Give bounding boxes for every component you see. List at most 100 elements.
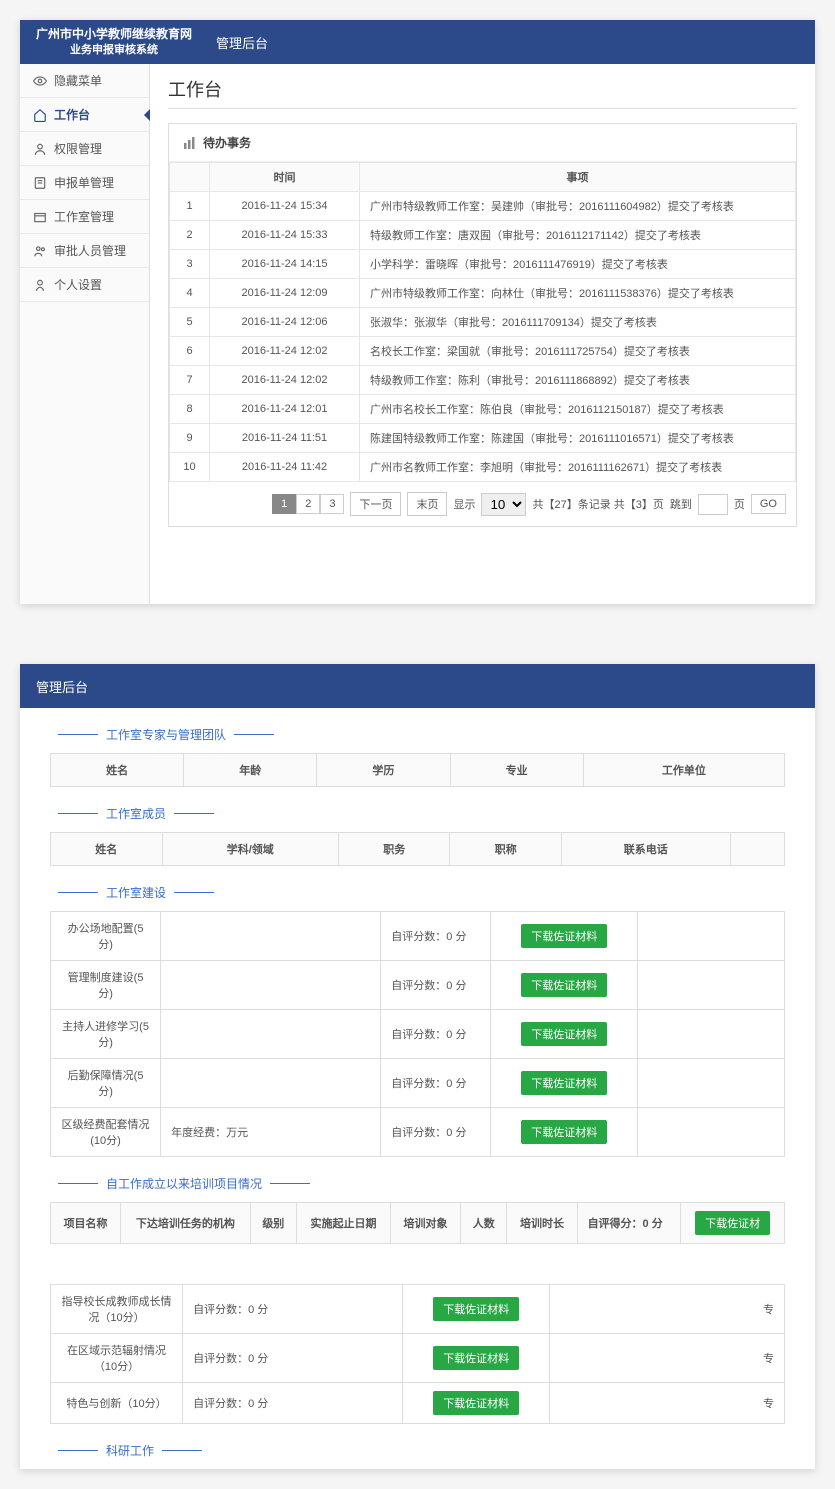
admin-panel-2: 管理后台 工作室专家与管理团队 姓名年龄学历专业工作单位 工作室成员 姓名学科/…: [20, 664, 815, 1469]
col-header: 下达培训任务的机构: [121, 1203, 250, 1244]
panel2-header-title: 管理后台: [36, 677, 88, 696]
build-btn-cell: 下载佐证材料: [491, 1010, 638, 1059]
pager-jump-label: 跳到: [670, 496, 692, 512]
build-extra: [161, 912, 381, 961]
build-name: 区级经费配套情况(10分): [51, 1108, 161, 1157]
download-evidence-button[interactable]: 下载佐证材料: [433, 1391, 519, 1415]
admin-panel-1: 广州市中小学教师继续教育网 业务申报审核系统 管理后台 隐藏菜单工作台权限管理申…: [20, 20, 815, 604]
build-empty: [638, 1108, 785, 1157]
download-evidence-button[interactable]: 下载佐证材料: [521, 973, 607, 997]
sidebar-item-3[interactable]: 申报单管理: [20, 166, 149, 200]
sidebar-item-5[interactable]: 审批人员管理: [20, 234, 149, 268]
col-header: 学历: [317, 754, 450, 787]
build-name: 主持人进修学习(5分): [51, 1010, 161, 1059]
row-item[interactable]: 广州市特级教师工作室：向林仕（审批号：2016111538376）提交了考核表: [360, 279, 796, 308]
brand-line2: 业务申报审核系统: [36, 43, 192, 57]
row-item[interactable]: 张淑华：张淑华（审批号：2016111709134）提交了考核表: [360, 308, 796, 337]
brand-line1: 广州市中小学教师继续教育网: [36, 27, 192, 43]
col-header: 姓名: [51, 754, 184, 787]
row-item[interactable]: 小学科学：雷晓晖（审批号：2016111476919）提交了考核表: [360, 250, 796, 279]
col-header: 职称: [450, 833, 562, 866]
build-table: 办公场地配置(5分)自评分数：0 分下载佐证材料管理制度建设(5分)自评分数：0…: [50, 911, 785, 1157]
sidebar-item-label: 个人设置: [54, 276, 102, 293]
sidebar-item-0[interactable]: 隐藏菜单: [20, 64, 149, 98]
effect-tail: 专: [550, 1383, 785, 1424]
pager-go[interactable]: GO: [751, 494, 786, 514]
col-index: [170, 163, 210, 192]
effect-name: 在区域示范辐射情况（10分）: [51, 1334, 183, 1383]
members-table: 姓名学科/领域职务职称联系电话: [50, 832, 785, 866]
pager-last[interactable]: 末页: [407, 492, 447, 516]
download-evidence-button[interactable]: 下载佐证材料: [521, 1071, 607, 1095]
row-time: 2016-11-24 12:01: [210, 395, 360, 424]
row-index: 4: [170, 279, 210, 308]
download-evidence-button[interactable]: 下载佐证材: [695, 1211, 770, 1235]
eye-icon: [32, 73, 48, 89]
row-item[interactable]: 特级教师工作室：唐双囿（审批号：2016112171142）提交了考核表: [360, 221, 796, 250]
pager-page-1[interactable]: 1: [272, 494, 296, 514]
table-row: 42016-11-24 12:09广州市特级教师工作室：向林仕（审批号：2016…: [170, 279, 796, 308]
pager-pagesize[interactable]: 10: [481, 493, 526, 516]
row-index: 8: [170, 395, 210, 424]
build-btn-cell: 下载佐证材料: [491, 1108, 638, 1157]
sidebar-item-label: 隐藏菜单: [54, 72, 102, 89]
build-score: 自评分数：0 分: [381, 961, 491, 1010]
row-item[interactable]: 广州市特级教师工作室：吴建帅（审批号：2016111604982）提交了考核表: [360, 192, 796, 221]
pager-summary: 共【27】条记录 共【3】页: [532, 496, 663, 512]
team-table: 姓名年龄学历专业工作单位: [50, 753, 785, 787]
col-time: 时间: [210, 163, 360, 192]
col-header: 项目名称: [51, 1203, 121, 1244]
build-name: 后勤保障情况(5分): [51, 1059, 161, 1108]
table-row: 12016-11-24 15:34广州市特级教师工作室：吴建帅（审批号：2016…: [170, 192, 796, 221]
row-time: 2016-11-24 15:34: [210, 192, 360, 221]
table-row: 后勤保障情况(5分)自评分数：0 分下载佐证材料: [51, 1059, 785, 1108]
section-build-title: 工作室建设: [50, 866, 785, 911]
build-btn-cell: 下载佐证材料: [491, 912, 638, 961]
section-team-title: 工作室专家与管理团队: [50, 708, 785, 753]
pager-page-3[interactable]: 3: [320, 494, 344, 514]
build-btn-cell: 下载佐证材料: [491, 1059, 638, 1108]
download-evidence-button[interactable]: 下载佐证材料: [521, 1120, 607, 1144]
download-evidence-button[interactable]: 下载佐证材料: [521, 1022, 607, 1046]
main-content: 工作台 待办事务 时间 事项 12016: [150, 64, 815, 604]
row-time: 2016-11-24 11:51: [210, 424, 360, 453]
build-extra: 年度经费：万元: [161, 1108, 381, 1157]
row-item[interactable]: 名校长工作室：梁国就（审批号：2016111725754）提交了考核表: [360, 337, 796, 366]
pager-next[interactable]: 下一页: [350, 492, 401, 516]
build-btn-cell: 下载佐证材料: [491, 961, 638, 1010]
tasks-card-header: 待办事务: [169, 124, 796, 162]
table-row: 102016-11-24 11:42广州市名教师工作室：李旭明（审批号：2016…: [170, 453, 796, 482]
table-row: 82016-11-24 12:01广州市名校长工作室：陈伯良（审批号：20161…: [170, 395, 796, 424]
pager-jump-input[interactable]: [698, 494, 728, 515]
row-item[interactable]: 陈建国特级教师工作室：陈建国（审批号：2016111016571）提交了考核表: [360, 424, 796, 453]
sidebar-item-1[interactable]: 工作台: [20, 98, 149, 132]
tasks-table: 时间 事项 12016-11-24 15:34广州市特级教师工作室：吴建帅（审批…: [169, 162, 796, 482]
home-icon: [32, 107, 48, 123]
download-evidence-button[interactable]: 下载佐证材料: [521, 924, 607, 948]
row-time: 2016-11-24 12:02: [210, 337, 360, 366]
section-members-title: 工作室成员: [50, 787, 785, 832]
table-row: 管理制度建设(5分)自评分数：0 分下载佐证材料: [51, 961, 785, 1010]
sidebar-item-6[interactable]: 个人设置: [20, 268, 149, 302]
row-index: 2: [170, 221, 210, 250]
row-index: 7: [170, 366, 210, 395]
pager-page-2[interactable]: 2: [296, 494, 320, 514]
row-item[interactable]: 特级教师工作室：陈利（审批号：2016111868892）提交了考核表: [360, 366, 796, 395]
sidebar-item-2[interactable]: 权限管理: [20, 132, 149, 166]
row-index: 3: [170, 250, 210, 279]
download-evidence-button[interactable]: 下载佐证材料: [433, 1346, 519, 1370]
build-score: 自评分数：0 分: [381, 1010, 491, 1059]
pager-show-label: 显示: [453, 496, 475, 512]
row-index: 10: [170, 453, 210, 482]
row-index: 1: [170, 192, 210, 221]
download-evidence-button[interactable]: 下载佐证材料: [433, 1297, 519, 1321]
build-empty: [638, 961, 785, 1010]
tasks-card: 待办事务 时间 事项 12016-11-24 15:34广州市特级教师工作室：吴…: [168, 123, 797, 527]
table-row: 特色与创新（10分）自评分数：0 分下载佐证材料专: [51, 1383, 785, 1424]
build-extra: [161, 961, 381, 1010]
table-row: 指导校长成教师成长情况（10分）自评分数：0 分下载佐证材料专: [51, 1285, 785, 1334]
table-row: 72016-11-24 12:02特级教师工作室：陈利（审批号：20161118…: [170, 366, 796, 395]
sidebar-item-4[interactable]: 工作室管理: [20, 200, 149, 234]
row-item[interactable]: 广州市名校长工作室：陈伯良（审批号：2016112150187）提交了考核表: [360, 395, 796, 424]
row-item[interactable]: 广州市名教师工作室：李旭明（审批号：2016111162671）提交了考核表: [360, 453, 796, 482]
